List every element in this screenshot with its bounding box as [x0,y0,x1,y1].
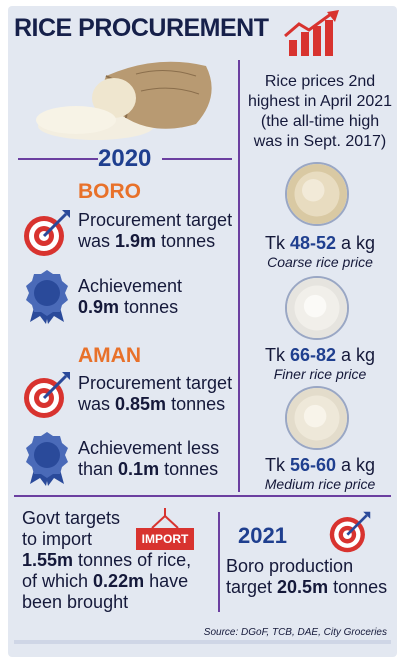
price-rise-chart-icon [284,10,339,56]
aman-achievement-suffix: tonnes [159,459,219,479]
divider-right [162,158,232,160]
import-line1: Govt targets [22,508,121,528]
bottom-bar [14,640,391,644]
boro-target-line2: was 1.9m tonnes [78,231,232,252]
source-note: Source: DGoF, TCB, DAE, City Groceries [203,627,387,638]
price-suffix: a kg [336,233,376,253]
medium-rice-price: Tk 56-60 a kg [245,455,395,476]
aman-achievement-value: 0.1m [118,459,160,479]
finer-rice-image [285,276,349,340]
boro-2021-text: Boro production target 20.5m tonnes [226,556,387,598]
page-title: RICE PROCUREMENT [14,14,269,42]
aman-target-value: 0.85m [115,394,167,414]
import-line4: of which 0.22m have [22,571,191,592]
boro-2021-line1: Boro production [226,556,354,576]
aman-achievement-prefix: than [78,459,119,479]
boro-target-prefix: was [78,231,116,251]
boro-target-suffix: tonnes [156,231,216,251]
year-2020-heading: 2020 [98,145,152,172]
boro-achievement-value: 0.9m [78,297,120,317]
import-line5: been brought [22,592,129,612]
finer-rice-price-range: 66-82 [289,345,336,365]
aman-target-line2: was 0.85m tonnes [78,394,232,415]
import-target-value: 1.55m [22,550,74,570]
boro-2021-prefix: target [226,577,278,597]
finer-rice-price: Tk 66-82 a kg [245,345,395,366]
section-divider [14,495,391,497]
column-divider [238,60,240,492]
finer-rice-label: Finer rice price [273,366,367,382]
import-line4-suffix: have [144,571,189,591]
aman-target-suffix: tonnes [166,394,226,414]
price-prefix: Tk [264,233,290,253]
rice-prices-note-line2: highest in April 2021 [247,93,393,110]
target-icon [329,511,371,553]
divider-left [18,158,98,160]
crane-hook-icon [151,508,179,529]
price-prefix: Tk [264,345,290,365]
boro-target-line1: Procurement target [78,210,233,230]
rice-prices-note-line3: (the all-time high [260,113,380,130]
aman-target-line1: Procurement target [78,373,233,393]
import-line3: 1.55m tonnes of rice, [22,550,191,571]
aman-achievement-line1: Achievement less [78,438,220,458]
rice-sack-illustration [36,61,212,140]
target-icon [24,210,70,256]
aman-achievement-line2: than 0.1m tonnes [78,459,219,480]
boro-2021-value: 20.5m [277,577,329,597]
aman-heading: AMAN [78,344,141,367]
aman-target-prefix: was [78,394,116,414]
coarse-rice-price-range: 48-52 [289,233,336,253]
import-line3-suffix: tonnes of rice, [73,550,192,570]
award-badge-icon [26,432,68,486]
medium-rice-label: Medium rice price [264,476,376,492]
import-line2: to import [22,529,93,549]
aman-target-text: Procurement target was 0.85m tonnes [78,373,232,415]
bottom-divider [218,512,220,612]
boro-2021-line2: target 20.5m tonnes [226,577,387,598]
boro-target-value: 1.9m [115,231,157,251]
boro-target-text: Procurement target was 1.9m tonnes [78,210,232,252]
coarse-rice-label: Coarse rice price [267,254,373,270]
boro-heading: BORO [78,180,141,203]
target-icon [24,372,70,418]
import-brought-value: 0.22m [93,571,145,591]
medium-rice-image [285,386,349,450]
year-2021-heading: 2021 [238,523,287,548]
coarse-rice-price: Tk 48-52 a kg [245,233,395,254]
coarse-rice-image [285,162,349,226]
price-suffix: a kg [336,455,376,475]
boro-achievement-text: Achievement 0.9m tonnes [78,276,182,318]
import-badge: IMPORT [136,528,194,550]
import-line4-prefix: of which [22,571,94,591]
award-badge-icon [26,270,68,324]
price-prefix: Tk [264,455,290,475]
boro-2021-suffix: tonnes [328,577,388,597]
rice-prices-note-line4: was in Sept. 2017) [253,133,387,150]
import-text: Govt targets to import 1.55m tonnes of r… [22,508,191,613]
boro-achievement-line2: 0.9m tonnes [78,297,182,318]
rice-prices-note: Rice prices 2nd highest in April 2021 (t… [245,72,395,152]
price-suffix: a kg [336,345,376,365]
rice-prices-note-line1: Rice prices 2nd [264,73,376,90]
boro-achievement-line1: Achievement [78,276,183,296]
boro-achievement-suffix: tonnes [119,297,179,317]
aman-achievement-text: Achievement less than 0.1m tonnes [78,438,219,480]
medium-rice-price-range: 56-60 [289,455,336,475]
